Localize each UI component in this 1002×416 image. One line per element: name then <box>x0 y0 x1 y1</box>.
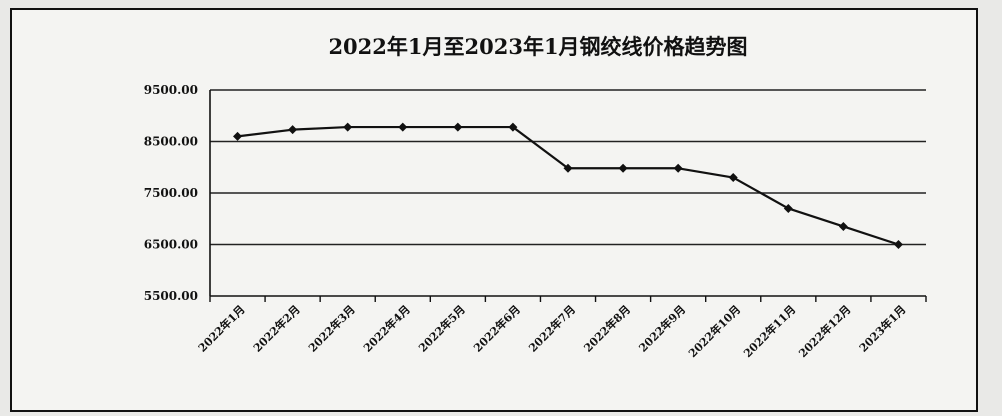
x-tick-label: 2022年1月 <box>195 302 248 355</box>
x-tick-label: 2022年6月 <box>471 302 524 355</box>
data-point <box>783 203 793 213</box>
y-tick-label: 6500.00 <box>144 238 198 252</box>
data-point <box>563 163 573 173</box>
data-point <box>233 131 243 141</box>
grid-lines <box>210 89 926 246</box>
data-point <box>508 122 518 132</box>
x-axis-ticks: 2022年1月 2022年2月 2022年3月 2022年4月 2022年5月 2022年… <box>195 302 908 360</box>
x-tick-label: 2022年5月 <box>415 302 468 355</box>
chart-frame: 2022年1月至2023年1月钢绞线价格趋势图 9500.00 8500.00 75… <box>10 8 978 412</box>
x-tick-label: 2023年1月 <box>856 302 909 355</box>
y-tick-label: 5500.00 <box>144 289 198 303</box>
data-point <box>343 122 353 132</box>
data-point <box>838 221 848 231</box>
series-line <box>237 125 899 246</box>
x-tick-label: 2022年7月 <box>526 302 579 355</box>
axes <box>209 90 927 302</box>
chart-title: 2022年1月至2023年1月钢绞线价格趋势图 <box>328 34 747 59</box>
y-tick-label: 8500.00 <box>144 135 198 149</box>
price-series <box>233 122 903 249</box>
data-point <box>288 125 298 135</box>
data-point <box>453 122 463 132</box>
data-point <box>673 163 683 173</box>
y-axis-ticks: 9500.00 8500.00 7500.00 6500.00 5500.00 <box>144 83 198 303</box>
x-tick-label: 2022年12月 <box>796 302 854 360</box>
x-tick-label: 2022年11月 <box>740 302 798 360</box>
x-tick-label: 2022年10月 <box>685 302 743 360</box>
line-chart: 2022年1月至2023年1月钢绞线价格趋势图 9500.00 8500.00 75… <box>144 34 927 360</box>
x-tick-label: 2022年3月 <box>305 302 358 355</box>
x-tick-label: 2022年4月 <box>360 302 413 355</box>
data-point <box>893 240 903 249</box>
y-tick-label: 9500.00 <box>144 83 198 97</box>
x-tick-label: 2022年2月 <box>250 302 303 355</box>
x-tick-label: 2022年8月 <box>581 302 634 355</box>
data-point <box>398 122 408 132</box>
x-tick-label: 2022年9月 <box>636 302 689 355</box>
data-point <box>728 173 738 183</box>
data-point <box>618 163 628 173</box>
y-tick-label: 7500.00 <box>144 186 198 200</box>
